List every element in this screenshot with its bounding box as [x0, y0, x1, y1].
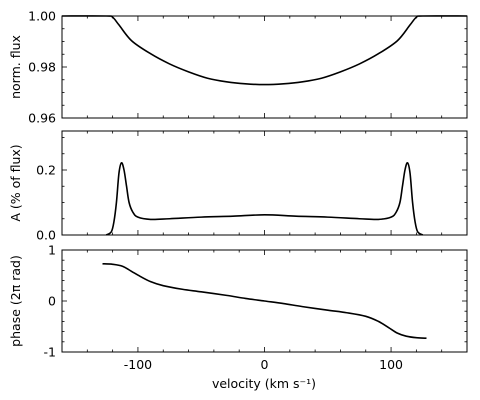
series-line: [61, 15, 468, 86]
panel-amplitude-frame: [61, 130, 468, 236]
y-tick-label: 0.0: [36, 228, 56, 243]
panel-amplitude: A (% of flux) 0.0 0.2: [8, 130, 468, 243]
y-tick-label: 0: [48, 294, 56, 309]
panel-flux: norm. flux 0.96 0.98 1.00: [8, 9, 468, 126]
panel-flux-ylabel: norm. flux: [8, 35, 23, 99]
y-tick-label: -1: [44, 345, 56, 360]
panel-amplitude-ylabel: A (% of flux): [8, 144, 23, 221]
x-axis-label: velocity (km s⁻¹): [212, 376, 316, 391]
panel-phase: phase (2π rad) velocity (km s⁻¹) -1 0 1 -10…: [8, 243, 468, 391]
series-line: [105, 162, 424, 236]
y-tick-label: 0.96: [28, 111, 56, 126]
y-tick-label: 0.98: [28, 60, 56, 75]
y-tick-label: 0.2: [36, 163, 56, 178]
x-tick-label: 100: [379, 357, 403, 372]
x-tick-label: -100: [124, 357, 152, 372]
series-line: [102, 262, 427, 340]
x-tick-label: 0: [261, 357, 269, 372]
panel-phase-ylabel: phase (2π rad): [8, 255, 23, 347]
y-tick-label: 1.00: [28, 9, 56, 24]
y-tick-label: 1: [48, 243, 56, 258]
